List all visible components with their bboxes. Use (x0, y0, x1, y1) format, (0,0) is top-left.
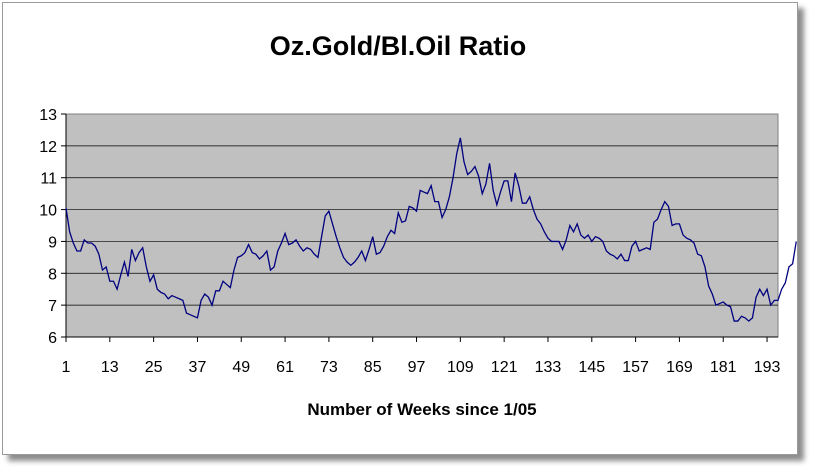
y-tick-label-6: 6 (48, 330, 57, 347)
axes (61, 113, 778, 342)
x-tick-label-145: 145 (578, 359, 605, 376)
y-tick-label-9: 9 (48, 234, 57, 251)
y-tick-label-12: 12 (39, 139, 57, 156)
x-tick-label-25: 25 (145, 359, 163, 376)
x-axis-label: Number of Weeks since 1/05 (307, 400, 536, 419)
y-tick-label-8: 8 (48, 266, 57, 283)
x-tick-label-37: 37 (189, 359, 207, 376)
x-tick-label-169: 169 (666, 359, 693, 376)
x-tick-label-73: 73 (320, 359, 338, 376)
x-tick-label-97: 97 (408, 359, 426, 376)
x-tick-label-85: 85 (364, 359, 382, 376)
y-tick-label-11: 11 (40, 171, 57, 188)
x-tick-label-61: 61 (276, 359, 294, 376)
y-tick-label-13: 13 (39, 107, 57, 124)
chart-title: Oz.Gold/Bl.Oil Ratio (270, 31, 527, 61)
x-tick-label-13: 13 (101, 359, 119, 376)
x-tick-label-193: 193 (754, 359, 781, 376)
y-tick-label-10: 10 (39, 203, 57, 220)
x-tick-label-181: 181 (710, 359, 737, 376)
x-tick-label-49: 49 (232, 359, 250, 376)
x-tick-label-133: 133 (535, 359, 562, 376)
x-tick-label-121: 121 (491, 359, 518, 376)
y-tick-labels: 6 7 8 9 10 11 12 13 (39, 107, 57, 347)
y-tick-label-7: 7 (48, 298, 57, 315)
plot-area (65, 113, 779, 338)
x-tick-label-109: 109 (447, 359, 474, 376)
x-tick-label-157: 157 (622, 359, 649, 376)
series-line-gold-oil-ratio (65, 137, 797, 322)
x-tick-label-1: 1 (62, 359, 71, 376)
x-tick-labels: 1 13 25 37 49 61 73 85 97 109 121 133 145 157 169 181 19… (62, 359, 781, 376)
